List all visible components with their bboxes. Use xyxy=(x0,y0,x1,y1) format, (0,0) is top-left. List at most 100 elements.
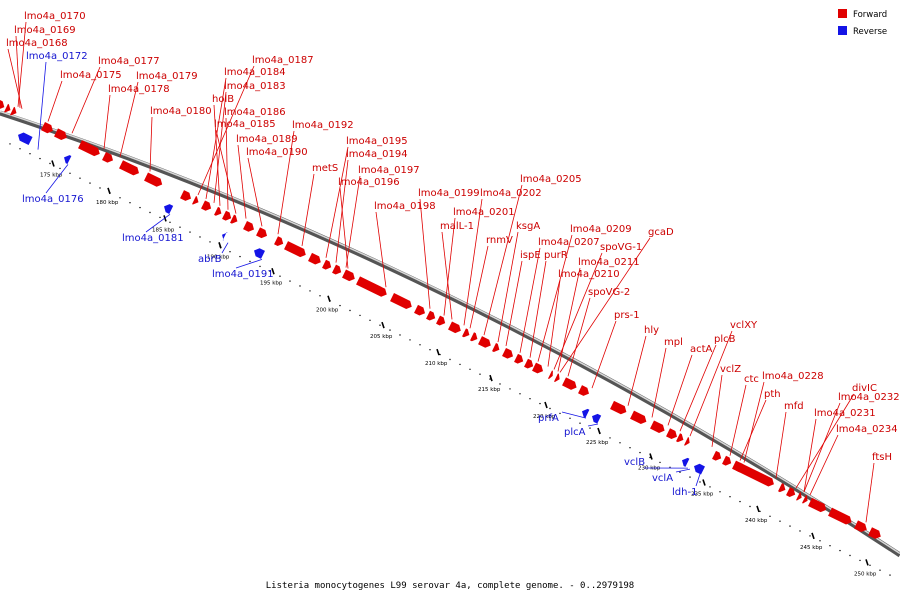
forward-gene-label[interactable]: lmo4a_0210 xyxy=(558,269,620,280)
reverse-gene-block[interactable] xyxy=(62,153,72,165)
reverse-gene-block[interactable] xyxy=(590,412,602,424)
forward-gene-block[interactable] xyxy=(342,269,357,283)
forward-gene-label[interactable]: mfd xyxy=(784,401,804,412)
forward-gene-block[interactable] xyxy=(322,259,333,272)
reverse-gene-block[interactable] xyxy=(16,131,33,146)
forward-gene-label[interactable]: lmo4a_0168 xyxy=(6,38,68,49)
forward-gene-block[interactable] xyxy=(144,172,164,189)
reverse-gene-label[interactable]: prfA xyxy=(538,413,559,424)
forward-gene-label[interactable]: gcaD xyxy=(648,227,674,238)
forward-gene-block[interactable] xyxy=(684,437,692,447)
forward-gene-label[interactable]: prs-1 xyxy=(614,310,640,321)
forward-gene-block[interactable] xyxy=(256,227,269,239)
forward-gene-block[interactable] xyxy=(470,332,479,343)
forward-gene-label[interactable]: lmo4a_0195 xyxy=(346,136,408,147)
forward-gene-block[interactable] xyxy=(230,214,239,226)
forward-gene-block[interactable] xyxy=(492,343,501,354)
forward-gene-label[interactable]: holB xyxy=(212,94,234,105)
forward-gene-label[interactable]: spoVG-1 xyxy=(600,242,642,253)
forward-gene-block[interactable] xyxy=(41,122,55,135)
forward-gene-label[interactable]: lmo4a_0231 xyxy=(814,408,876,419)
forward-gene-block[interactable] xyxy=(390,293,414,311)
forward-gene-block[interactable] xyxy=(356,276,389,298)
forward-gene-label[interactable]: lmo4a_0232 xyxy=(838,392,900,403)
forward-gene-label[interactable]: lmo4a_0198 xyxy=(374,201,436,212)
forward-gene-label[interactable]: lmo4a_0169 xyxy=(14,25,76,36)
forward-gene-label[interactable]: divIC xyxy=(852,383,877,394)
forward-gene-label[interactable]: ctc xyxy=(744,374,759,385)
forward-gene-label[interactable]: lmo4a_0170 xyxy=(24,11,86,22)
forward-gene-block[interactable] xyxy=(274,236,285,248)
forward-gene-label[interactable]: lmo4a_0199 xyxy=(418,188,480,199)
forward-gene-label[interactable]: lmo4a_0187 xyxy=(252,55,314,66)
forward-gene-label[interactable]: lmo4a_0197 xyxy=(358,165,420,176)
forward-gene-block[interactable] xyxy=(548,370,555,380)
forward-gene-label[interactable]: lmo4a_0194 xyxy=(346,149,408,160)
forward-gene-label[interactable]: lmo4a_0185 xyxy=(214,119,276,130)
forward-gene-block[interactable] xyxy=(180,190,193,202)
reverse-gene-label[interactable]: vclA xyxy=(652,473,673,484)
forward-gene-label[interactable]: lmo4a_0175 xyxy=(60,70,122,81)
forward-gene-block[interactable] xyxy=(630,410,648,426)
forward-gene-label[interactable]: lmo4a_0209 xyxy=(570,224,632,235)
forward-gene-block[interactable] xyxy=(854,520,869,533)
forward-gene-block[interactable] xyxy=(54,128,69,141)
forward-gene-label[interactable]: lmo4a_0201 xyxy=(453,207,515,218)
forward-gene-block[interactable] xyxy=(808,497,828,514)
forward-gene-block[interactable] xyxy=(712,450,723,463)
forward-gene-block[interactable] xyxy=(78,140,102,158)
forward-gene-block[interactable] xyxy=(828,507,854,527)
forward-gene-label[interactable]: lmo4a_0177 xyxy=(98,56,160,67)
reverse-gene-block[interactable] xyxy=(162,202,174,214)
forward-gene-block[interactable] xyxy=(802,494,810,505)
forward-gene-block[interactable] xyxy=(786,487,797,499)
forward-gene-label[interactable]: lmo4a_0234 xyxy=(836,424,898,435)
forward-gene-block[interactable] xyxy=(10,106,18,117)
forward-gene-block[interactable] xyxy=(524,358,535,371)
forward-gene-block[interactable] xyxy=(201,200,213,212)
forward-gene-label[interactable]: lmo4a_0189 xyxy=(236,134,298,145)
reverse-gene-block[interactable] xyxy=(692,462,705,475)
forward-gene-label[interactable]: lmo4a_0211 xyxy=(578,257,640,268)
forward-gene-label[interactable]: ksgA xyxy=(516,221,540,232)
forward-gene-block[interactable] xyxy=(736,462,776,489)
forward-gene-block[interactable] xyxy=(778,483,787,494)
forward-gene-label[interactable]: ispE xyxy=(520,250,541,261)
reverse-gene-label[interactable]: lmo4a_0191 xyxy=(212,269,274,280)
forward-gene-block[interactable] xyxy=(284,241,308,259)
forward-gene-block[interactable] xyxy=(554,373,562,383)
reverse-gene-block[interactable] xyxy=(580,407,590,418)
forward-gene-block[interactable] xyxy=(650,420,667,434)
reverse-gene-label[interactable]: ldh-1 xyxy=(672,487,697,498)
reverse-gene-label[interactable]: lmo4a_0181 xyxy=(122,233,184,244)
reverse-gene-label[interactable]: lmo4a_0176 xyxy=(22,194,84,205)
forward-gene-block[interactable] xyxy=(666,428,679,440)
reverse-gene-label[interactable]: lmo4a_0172 xyxy=(26,51,88,62)
forward-gene-block[interactable] xyxy=(562,377,579,391)
forward-gene-label[interactable]: lmo4a_0186 xyxy=(224,107,286,118)
forward-gene-block[interactable] xyxy=(448,321,463,334)
forward-gene-block[interactable] xyxy=(4,103,12,114)
forward-gene-label[interactable]: purR xyxy=(544,250,568,261)
forward-gene-label[interactable]: lmo4a_0178 xyxy=(108,84,170,95)
forward-gene-block[interactable] xyxy=(119,160,141,177)
forward-gene-block[interactable] xyxy=(243,221,256,233)
forward-gene-label[interactable]: hly xyxy=(644,325,659,336)
forward-gene-block[interactable] xyxy=(502,347,515,360)
forward-gene-block[interactable] xyxy=(722,455,733,468)
forward-gene-label[interactable]: lmo4a_0202 xyxy=(480,188,542,199)
forward-gene-label[interactable]: rnmV xyxy=(486,235,513,246)
forward-gene-label[interactable]: lmo4a_0184 xyxy=(224,67,286,78)
forward-gene-block[interactable] xyxy=(222,210,233,223)
forward-gene-block[interactable] xyxy=(332,264,343,277)
forward-gene-block[interactable] xyxy=(436,315,447,328)
reverse-gene-block[interactable] xyxy=(252,246,265,259)
forward-gene-label[interactable]: malL-1 xyxy=(440,221,474,232)
forward-gene-block[interactable] xyxy=(532,362,545,375)
forward-gene-block[interactable] xyxy=(414,304,427,317)
forward-gene-label[interactable]: spoVG-2 xyxy=(588,287,630,298)
forward-gene-block[interactable] xyxy=(102,151,115,164)
forward-gene-label[interactable]: mpl xyxy=(664,337,683,348)
reverse-gene-block[interactable] xyxy=(680,456,690,467)
forward-gene-block[interactable] xyxy=(796,492,804,502)
